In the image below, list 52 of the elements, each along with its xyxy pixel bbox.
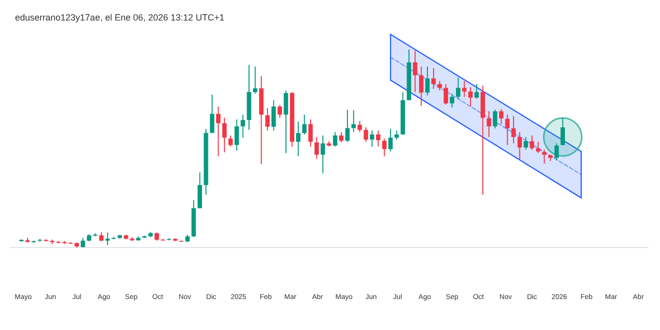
candlestick [444,84,448,105]
candlestick [308,118,313,148]
candlestick [265,108,270,132]
candlestick [542,149,547,164]
candlestick [554,142,559,161]
candlestick [296,121,300,157]
candlestick [302,114,307,135]
candlestick [271,100,276,132]
candlestick [388,128,393,152]
candlestick [332,132,338,148]
candlestick [216,106,220,157]
chart-title: eduserrano123y17ae, el Ene 06, 2026 13:12 UTC+1 [15,12,224,22]
candlestick [517,132,522,160]
candlestick [486,110,492,138]
candlestick [419,66,424,106]
candlestick [339,132,344,143]
candlestick [320,134,326,174]
candlestick [252,66,258,94]
candlestick [370,130,374,148]
candlestick [80,237,86,248]
candlestick [314,136,319,160]
candlestick [499,108,504,125]
candlestick [278,104,282,118]
candlestick [382,138,387,157]
candlestick [358,120,362,133]
candlestick [524,136,528,150]
candlestick [438,80,442,91]
candlestick [505,114,510,146]
candlestick [492,109,498,129]
candlestick [351,110,356,133]
candlestick [364,126,368,142]
candlestick [376,130,380,148]
candlestick [105,232,110,246]
candlestick [234,118,239,152]
candlestick [425,66,430,96]
candlestick [284,90,288,154]
candlestick [345,109,350,142]
candlestick [228,134,233,148]
candlestick [560,117,565,146]
candlestick [210,94,214,134]
candlestick [240,114,246,138]
candlestick [450,93,454,108]
candlestick [198,172,202,209]
candlestick [462,80,467,98]
candlestick [394,130,399,140]
candlestick [530,134,534,150]
candlestick [412,50,418,93]
candlestick [222,117,227,153]
candlestick [474,84,479,100]
candlestick [431,68,436,90]
candlestick [456,77,460,100]
candlestick [536,141,540,154]
